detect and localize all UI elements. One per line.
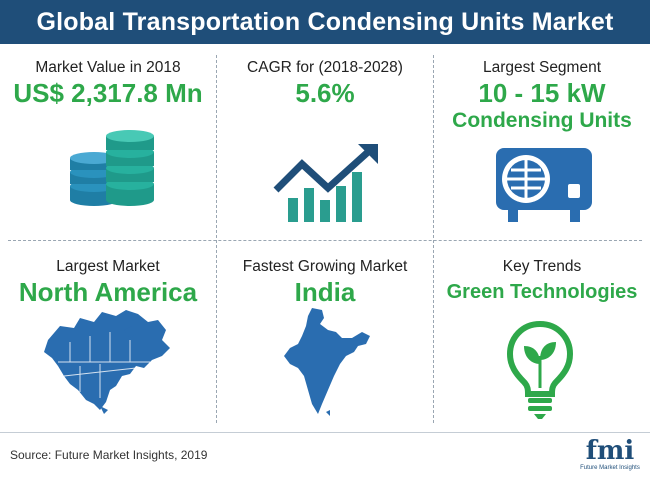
largest-segment-panel: Largest Segment 10 - 15 kW Condensing Un… — [434, 58, 650, 134]
page-title: Global Transportation Condensing Units M… — [0, 0, 650, 44]
condensing-unit-icon — [496, 148, 592, 222]
divider-vertical-2 — [433, 55, 434, 423]
cagr-value: 5.6% — [295, 78, 355, 108]
cagr-caption: CAGR for (2018-2028) — [247, 59, 403, 76]
key-trends-caption: Key Trends — [502, 258, 582, 275]
india-map-icon — [284, 308, 370, 416]
fastest-market-panel: Fastest Growing Market India — [217, 257, 433, 307]
key-trends-panel: Key Trends Green Technologies — [434, 257, 650, 307]
divider-vertical-1 — [216, 55, 217, 423]
coins-stack-icon — [70, 130, 154, 206]
fmi-logo: fmi Future Market Insights — [575, 438, 645, 474]
green-bulb-icon — [506, 320, 574, 419]
footer-divider — [0, 432, 650, 433]
fastest-market-caption: Fastest Growing Market — [242, 258, 408, 275]
largest-market-caption: Largest Market — [56, 258, 160, 275]
largest-segment-caption: Largest Segment — [482, 59, 602, 76]
market-value-panel: Market Value in 2018 US$ 2,317.8 Mn — [0, 58, 216, 108]
cagr-panel: CAGR for (2018-2028) 5.6% — [217, 58, 433, 108]
logo-wordmark: fmi — [585, 436, 635, 466]
north-america-map-icon — [44, 310, 170, 414]
source-note: Source: Future Market Insights, 2019 — [10, 448, 208, 462]
key-trends-value: Green Technologies — [446, 281, 638, 303]
largest-market-panel: Largest Market North America — [0, 257, 216, 307]
largest-segment-value: 10 - 15 kW — [478, 78, 606, 108]
market-value: US$ 2,317.8 Mn — [13, 78, 203, 108]
market-value-caption: Market Value in 2018 — [35, 59, 181, 76]
growth-chart-icon — [273, 144, 378, 222]
fastest-market-value: India — [294, 277, 356, 307]
largest-segment-subvalue: Condensing Units — [452, 109, 632, 132]
logo-tagline: Future Market Insights — [580, 465, 640, 471]
divider-horizontal — [8, 240, 642, 241]
largest-market-value: North America — [18, 277, 198, 307]
